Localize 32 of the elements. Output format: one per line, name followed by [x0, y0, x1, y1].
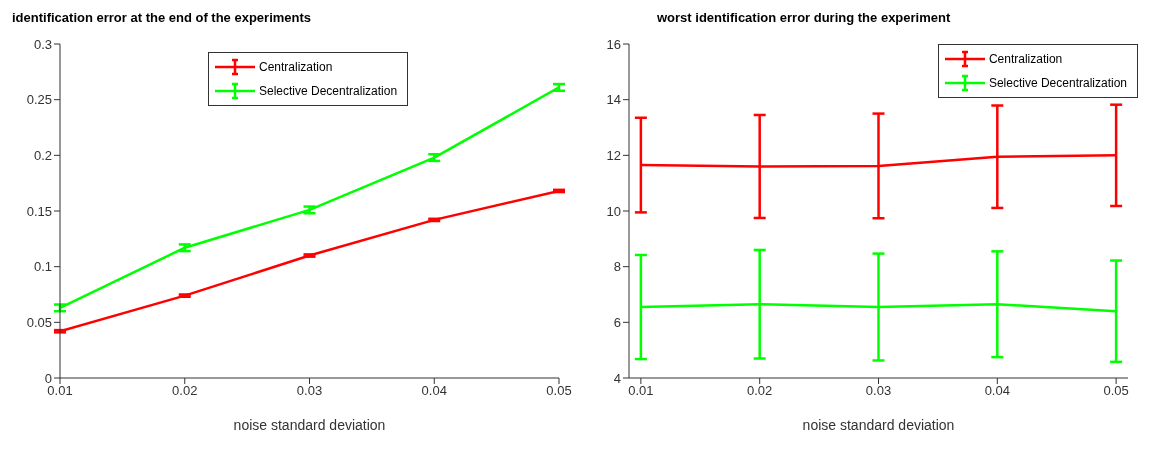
x-tick-label: 0.05 [546, 383, 572, 399]
y-tick-label: 0.05 [26, 314, 52, 330]
y-tick-label: 10 [606, 203, 621, 219]
x-axis-title: noise standard deviation [233, 417, 386, 433]
legend-label: Selective Decentralization [988, 76, 1127, 90]
x-axis-title: noise standard deviation [802, 417, 955, 433]
y-tick-label: 0.15 [26, 203, 52, 219]
y-tick-label: 8 [613, 259, 621, 275]
y-tick-label: 16 [606, 36, 621, 52]
y-tick-label: 14 [606, 92, 621, 108]
x-tick-label: 0.01 [628, 383, 654, 399]
legend-label: Selective Decentralization [259, 84, 398, 98]
y-tick-label: 4 [613, 370, 621, 386]
chart-title: worst identification error during the experiment [657, 10, 951, 25]
x-tick-label: 0.03 [865, 383, 892, 399]
chart-title: identification error at the end of the experiments [12, 10, 312, 25]
legend-label: Centralization [988, 52, 1063, 66]
x-tick-label: 0.05 [1103, 383, 1129, 399]
x-tick-label: 0.04 [421, 383, 447, 399]
x-tick-label: 0.04 [984, 383, 1010, 399]
x-tick-label: 0.01 [47, 383, 73, 399]
x-tick-label: 0.02 [172, 383, 198, 399]
x-tick-label: 0.03 [296, 383, 323, 399]
y-tick-label: 0.1 [33, 259, 52, 275]
y-tick-label: 6 [613, 314, 621, 330]
y-tick-label: 0.3 [33, 36, 52, 52]
x-tick-label: 0.02 [747, 383, 773, 399]
y-tick-label: 0 [44, 370, 52, 386]
y-tick-label: 0.25 [26, 92, 52, 108]
y-tick-label: 0.2 [33, 147, 52, 163]
y-tick-label: 12 [606, 147, 621, 163]
legend-label: Centralization [259, 60, 333, 74]
